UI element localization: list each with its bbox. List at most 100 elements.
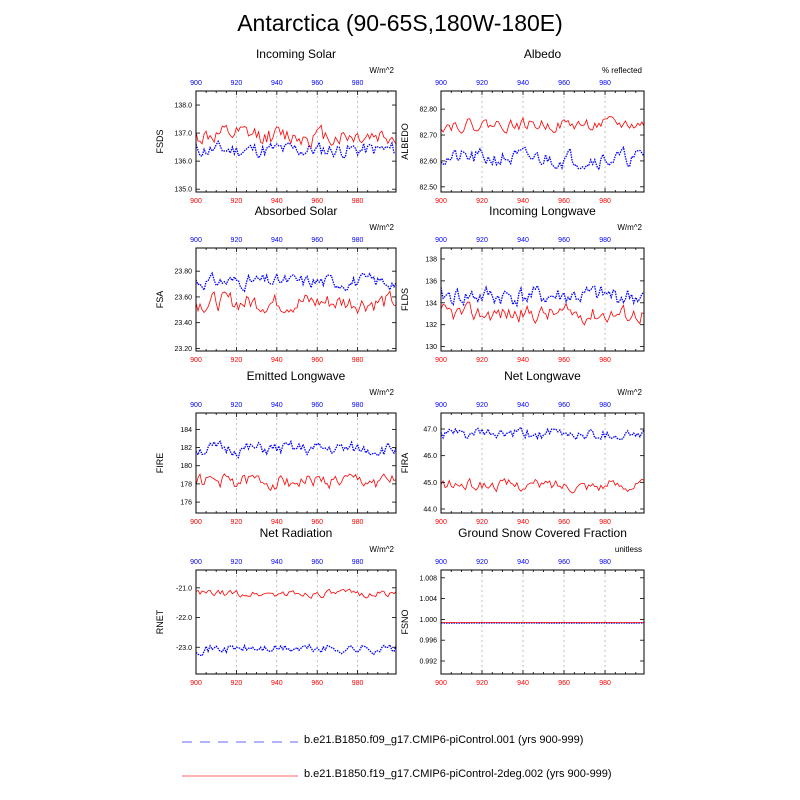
x-tick-label-top: 920	[476, 559, 488, 566]
series-line-2	[440, 116, 645, 134]
x-tick-label-top: 960	[311, 559, 323, 566]
panel-fire: Emitted Longwave W/m^2 900 900 920 920 940 940 9…	[155, 369, 397, 526]
y-tick-label: 180	[180, 463, 192, 470]
legend-item-series1: b.e21.B1850.f09_g17.CMIP6-piControl.001 …	[180, 732, 740, 752]
y-tick-label: -21.0	[176, 585, 192, 592]
y-tick-label: 182	[180, 445, 192, 452]
x-tick-label-bottom: 900	[435, 198, 447, 205]
x-tick-label-top: 980	[599, 80, 611, 87]
x-tick-label-bottom: 960	[558, 680, 570, 687]
x-tick-label-bottom: 920	[231, 680, 243, 687]
x-tick-label-bottom: 960	[558, 519, 570, 526]
x-tick-label-top: 900	[190, 237, 202, 244]
panel-fsa: Absorbed Solar W/m^2 900 900 920 920 940 940 960…	[155, 204, 397, 364]
series-line-1	[440, 145, 645, 172]
x-tick-label-top: 940	[517, 237, 529, 244]
x-tick-label-bottom: 960	[558, 198, 570, 205]
y-tick-label: 44.0	[423, 507, 437, 514]
x-tick-label-bottom: 960	[558, 357, 570, 364]
x-tick-label-bottom: 920	[231, 357, 243, 364]
x-tick-label-top: 960	[558, 80, 570, 87]
panel-title: Incoming Longwave	[489, 204, 596, 218]
panel-flds: Incoming Longwave W/m^2 900 900 920 920 940 940…	[400, 204, 645, 364]
y-tick-label: 138.0	[174, 103, 192, 110]
x-tick-label-top: 980	[352, 80, 364, 87]
x-tick-label-bottom: 980	[352, 680, 364, 687]
x-tick-label-bottom: 980	[352, 357, 364, 364]
y-tick-label: -23.0	[176, 645, 192, 652]
x-tick-label-top: 940	[271, 402, 283, 409]
y-axis-label: ALBEDO	[400, 123, 410, 160]
x-tick-label-bottom: 940	[517, 357, 529, 364]
x-tick-label-bottom: 980	[599, 680, 611, 687]
legend-item-series2: b.e21.B1850.f19_g17.CMIP6-piControl-2deg…	[180, 766, 740, 786]
y-tick-label: 46.0	[423, 453, 437, 460]
y-tick-label: 130	[425, 344, 437, 351]
plot-frame	[195, 90, 397, 193]
panel-title: Net Longwave	[504, 369, 581, 383]
plot-frame	[440, 569, 645, 675]
x-tick-label-bottom: 940	[517, 519, 529, 526]
series-line-2	[195, 124, 397, 148]
x-tick-label-bottom: 920	[476, 519, 488, 526]
y-axis-label: FLDS	[400, 288, 410, 311]
x-tick-label-top: 920	[476, 402, 488, 409]
x-tick-label-top: 980	[352, 402, 364, 409]
plot-frame	[440, 90, 645, 193]
x-tick-label-top: 920	[476, 80, 488, 87]
x-tick-label-top: 920	[231, 80, 243, 87]
x-tick-label-top: 960	[558, 237, 570, 244]
y-tick-label: 1.008	[419, 575, 437, 582]
x-tick-label-top: 960	[558, 559, 570, 566]
panel-title: Albedo	[524, 47, 562, 61]
x-tick-label-bottom: 980	[599, 198, 611, 205]
y-axis-label: FSA	[155, 291, 165, 309]
x-tick-label-top: 940	[517, 559, 529, 566]
x-tick-label-bottom: 900	[435, 357, 447, 364]
x-tick-label-top: 900	[435, 237, 447, 244]
series-line-1	[440, 426, 645, 441]
y-tick-label: 137.0	[174, 131, 192, 138]
x-tick-label-top: 980	[599, 402, 611, 409]
y-tick-label: 1.000	[419, 617, 437, 624]
y-tick-label: 184	[180, 427, 192, 434]
series-line-2	[195, 472, 397, 492]
panel-title: Incoming Solar	[256, 47, 336, 61]
x-tick-label-top: 940	[271, 80, 283, 87]
x-tick-label-bottom: 980	[352, 519, 364, 526]
x-tick-label-bottom: 960	[311, 357, 323, 364]
y-axis-label: FSDS	[155, 129, 165, 153]
units-label: % reflected	[602, 66, 642, 75]
y-tick-label: 45.0	[423, 480, 437, 487]
series-line-2	[195, 290, 397, 315]
series-line-2	[440, 301, 645, 326]
y-tick-label: 23.20	[174, 346, 192, 353]
y-tick-label: 82.70	[419, 133, 437, 140]
y-tick-label: 82.50	[419, 184, 437, 191]
units-label: W/m^2	[617, 223, 642, 232]
panel-fsds: Incoming Solar W/m^2 900 900 920 920 940 940 960…	[155, 47, 397, 205]
x-tick-label-top: 980	[352, 237, 364, 244]
x-tick-label-top: 960	[311, 237, 323, 244]
x-tick-label-bottom: 980	[599, 357, 611, 364]
x-tick-label-bottom: 960	[311, 680, 323, 687]
series-line-1	[195, 139, 397, 160]
x-tick-label-top: 980	[599, 559, 611, 566]
x-tick-label-top: 960	[311, 80, 323, 87]
plot-frame	[440, 412, 645, 514]
x-tick-label-top: 900	[435, 80, 447, 87]
series-line-1	[195, 271, 397, 293]
y-tick-label: 0.996	[419, 638, 437, 645]
x-tick-label-bottom: 940	[517, 198, 529, 205]
y-tick-label: 82.60	[419, 158, 437, 165]
y-tick-label: 176	[180, 500, 192, 507]
x-tick-label-bottom: 960	[311, 198, 323, 205]
y-axis-label: FIRE	[155, 453, 165, 474]
y-tick-label: 23.40	[174, 320, 192, 327]
x-tick-label-top: 940	[517, 80, 529, 87]
x-tick-label-bottom: 900	[435, 680, 447, 687]
x-tick-label-top: 900	[190, 80, 202, 87]
x-tick-label-bottom: 940	[271, 198, 283, 205]
x-tick-label-bottom: 940	[271, 519, 283, 526]
units-label: W/m^2	[369, 223, 394, 232]
